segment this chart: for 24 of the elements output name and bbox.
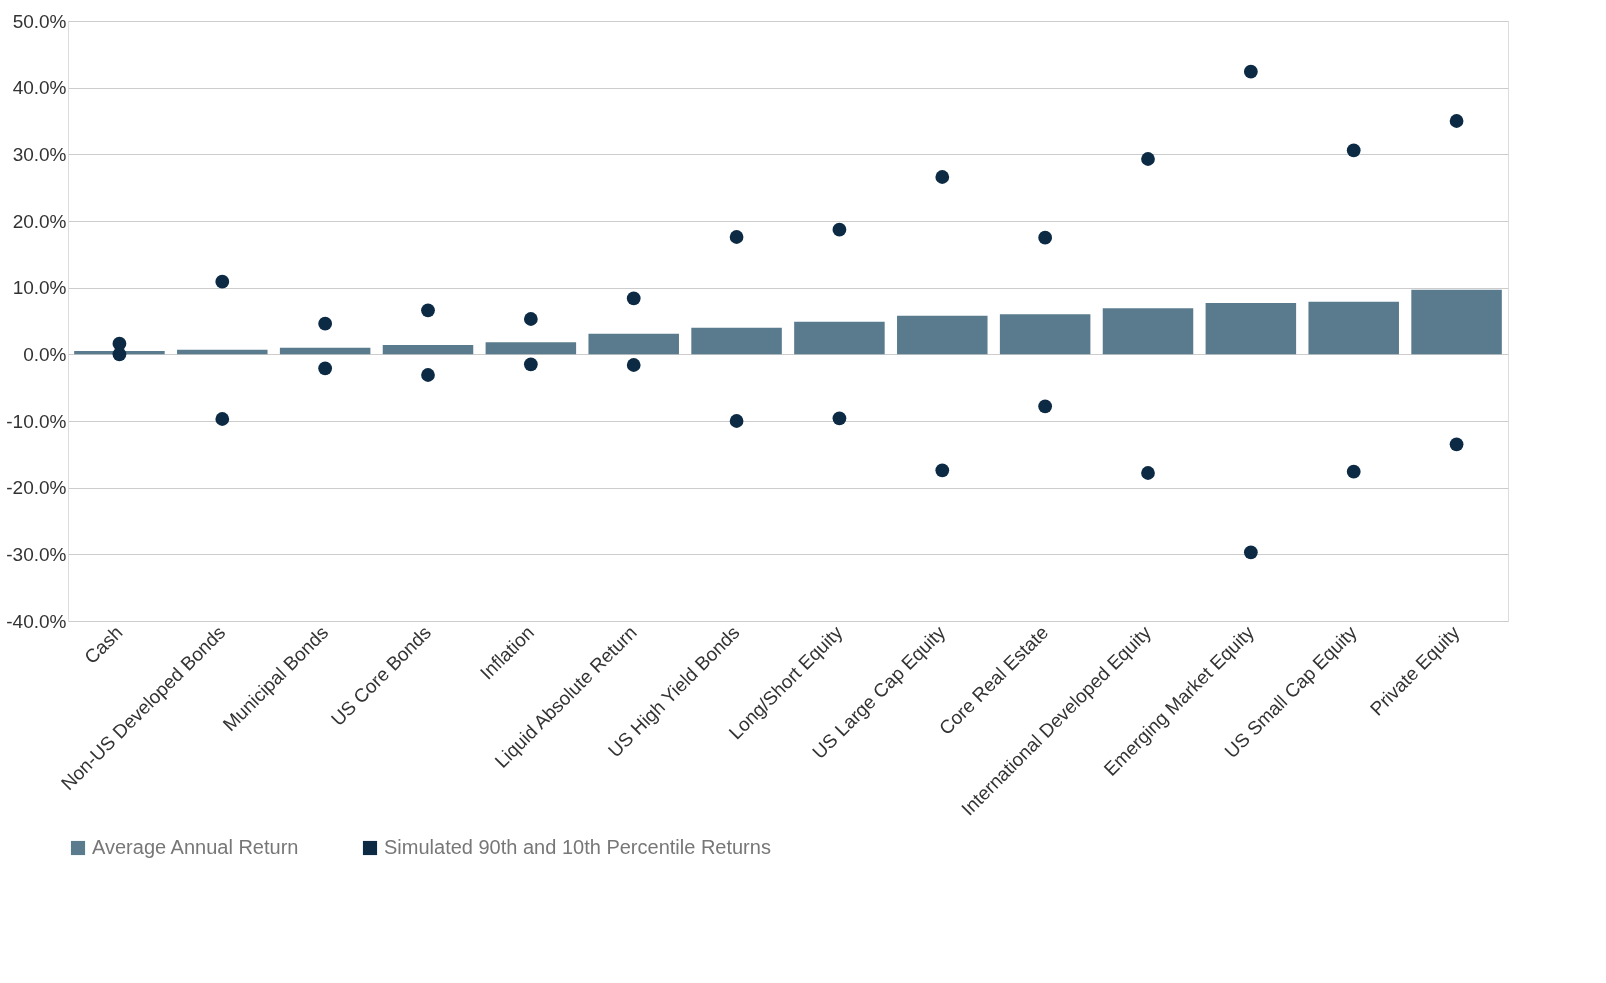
bar [279,347,371,355]
y-tick-label: 20.0% [12,210,67,232]
legend-label: Simulated 90th and 10th Percentile Returns [384,836,771,858]
bar [485,342,577,355]
y-tick-label: 30.0% [12,143,67,165]
bar [999,314,1091,355]
bar [588,333,679,355]
bar [1308,301,1399,355]
y-tick-label: -30.0% [6,543,67,565]
bar [382,345,474,355]
y-tick-label: -20.0% [6,477,67,499]
bar [1102,308,1194,355]
y-tick-label: 10.0% [12,277,67,299]
y-tick-label: 0.0% [23,343,67,365]
y-tick-label: -40.0% [6,610,67,632]
bar [897,315,988,355]
bar [1205,303,1297,355]
bar [794,321,885,355]
bar [691,327,782,355]
y-tick-label: 50.0% [12,10,67,32]
y-tick-label: 40.0% [12,77,67,99]
bar [1411,289,1502,355]
legend-label: Average Annual Return [92,836,299,858]
y-tick-label: -10.0% [6,410,67,432]
